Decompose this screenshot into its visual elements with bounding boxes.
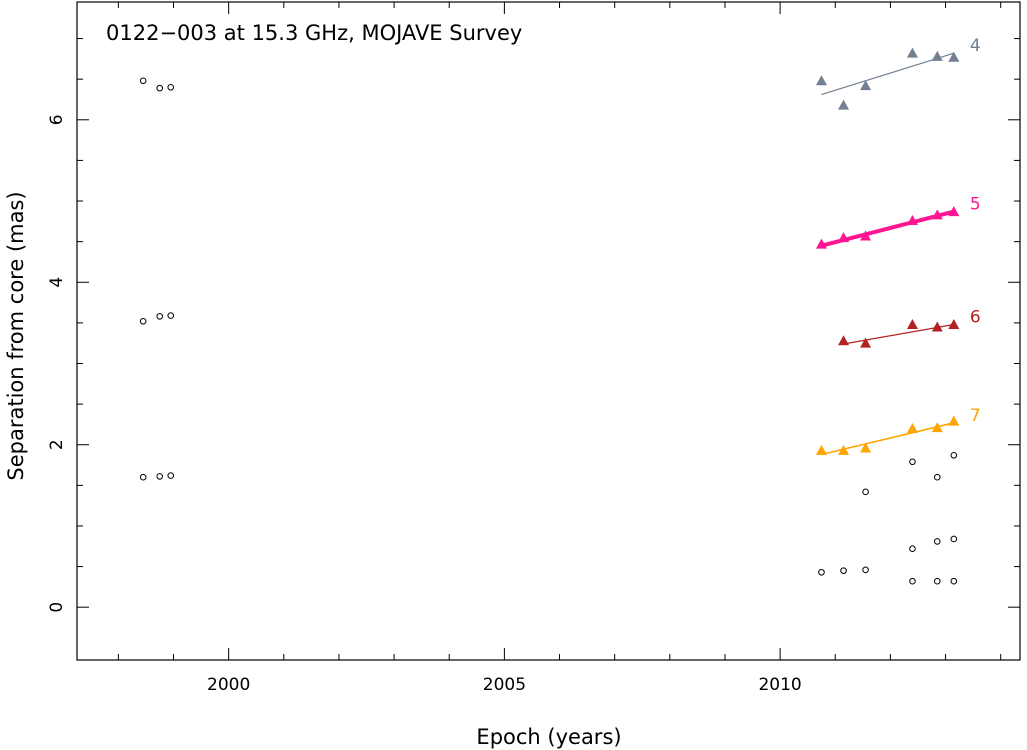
data-point-unassigned	[862, 566, 869, 574]
x-axis-label: Epoch (years)	[476, 725, 621, 749]
data-point-7	[931, 422, 943, 433]
data-point-6	[838, 335, 850, 346]
data-point-unassigned	[933, 538, 941, 545]
data-point-unassigned	[818, 568, 825, 576]
data-point-unassigned	[156, 313, 164, 320]
y-tick-label: 0	[47, 602, 67, 613]
data-point-unassigned	[909, 577, 916, 585]
axis-tick-labels: 2000 2005 2010 0 2 4 6	[47, 114, 802, 695]
data-point-unassigned	[933, 577, 941, 585]
data-point-4	[860, 80, 872, 91]
series-label-7: 7	[970, 406, 981, 426]
x-tick-label: 2000	[207, 675, 250, 695]
axis-ticks	[77, 2, 1020, 660]
data-point-7	[838, 444, 850, 455]
data-point-unassigned	[950, 535, 958, 543]
data-point-unassigned	[167, 83, 175, 91]
data-point-4	[838, 99, 850, 110]
data-point-6	[860, 337, 872, 348]
chart-title: 0122−003 at 15.3 GHz, MOJAVE Survey	[106, 21, 522, 45]
data-point-unassigned	[167, 472, 175, 479]
data-point-unassigned	[909, 545, 916, 553]
data-point-7	[948, 415, 960, 426]
data-point-5	[931, 209, 943, 220]
y-tick-label: 6	[47, 114, 67, 125]
plot-frame	[76, 1, 1021, 661]
data-point-unassigned	[933, 473, 941, 481]
data-point-unassigned	[139, 77, 147, 85]
data-point-5	[906, 215, 918, 226]
x-tick-label: 2005	[483, 675, 526, 695]
data-point-7	[906, 422, 918, 433]
data-point-unassigned	[950, 577, 958, 585]
data-point-unassigned	[862, 488, 869, 496]
series-label-6: 6	[970, 308, 981, 328]
y-tick-label: 2	[47, 439, 67, 450]
data-point-unassigned	[840, 567, 847, 574]
data-point-4	[931, 50, 943, 61]
data-point-6	[948, 319, 960, 330]
data-point-unassigned	[139, 317, 147, 325]
data-point-unassigned	[909, 458, 916, 466]
data-point-unassigned	[950, 451, 958, 459]
y-axis-label: Separation from core (mas)	[4, 191, 28, 480]
data-point-6	[906, 319, 918, 330]
data-point-4	[948, 51, 960, 62]
data-point-6	[931, 321, 943, 332]
data-point-unassigned	[156, 473, 164, 480]
data-point-5	[860, 230, 872, 241]
data-point-5	[948, 206, 960, 217]
data-point-unassigned	[167, 312, 175, 319]
x-tick-label: 2010	[758, 675, 801, 695]
data-point-7	[815, 444, 827, 455]
y-tick-label: 4	[47, 277, 67, 288]
data-point-4	[815, 75, 827, 86]
series-label-5: 5	[970, 195, 981, 215]
data-point-unassigned	[156, 84, 164, 92]
data-point-7	[860, 442, 872, 453]
data-point-5	[815, 238, 827, 249]
data-point-unassigned	[139, 473, 147, 481]
fit-line-4	[821, 52, 955, 96]
series-label-4: 4	[970, 36, 981, 56]
data-points	[139, 47, 960, 585]
data-point-5	[838, 232, 850, 243]
component-labels: 4 5 6 7	[970, 36, 981, 426]
data-point-4	[906, 47, 918, 58]
fit-lines	[820, 52, 955, 456]
